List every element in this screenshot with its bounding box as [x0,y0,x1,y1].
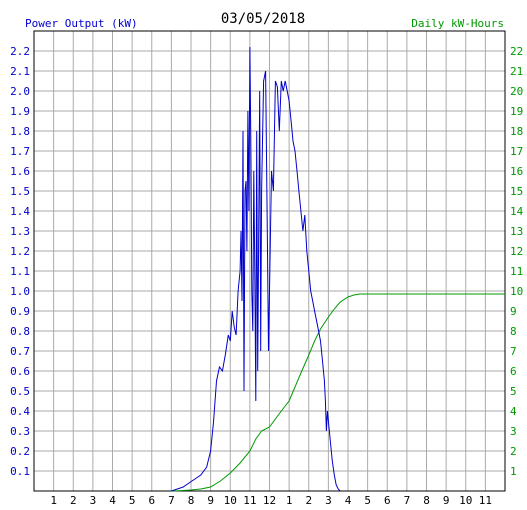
left-tick-label: 1.9 [10,105,30,118]
x-tick-label: 8 [188,494,195,507]
left-tick-label: 1.5 [10,185,30,198]
x-tick-label: 11 [243,494,256,507]
x-tick-label: 4 [109,494,116,507]
right-tick-label: 7 [510,345,517,358]
right-tick-label: 22 [510,45,523,58]
x-tick-label: 4 [345,494,352,507]
left-tick-label: 0.1 [10,465,30,478]
power-series [171,46,341,492]
x-axis-ticks: 1 2 3 4 5 6 7 8 9 10 11 12 1 2 3 4 5 6 7 8 9 10 11 [50,494,492,507]
x-tick-label: 7 [168,494,175,507]
chart-title: 03/05/2018 [221,11,305,27]
left-tick-label: 1.8 [10,125,30,138]
x-tick-label: 10 [224,494,237,507]
left-axis-label: Power Output (kW) [25,17,138,30]
x-tick-label: 8 [423,494,430,507]
left-tick-label: 1.1 [10,265,30,278]
left-tick-label: 2.2 [10,45,30,58]
right-tick-label: 12 [510,245,523,258]
left-tick-label: 0.5 [10,385,30,398]
left-tick-label: 0.7 [10,345,30,358]
right-tick-label: 21 [510,65,523,78]
right-tick-label: 13 [510,225,523,238]
x-tick-label: 1 [50,494,57,507]
right-tick-label: 2 [510,445,517,458]
energy-series [171,293,505,492]
x-tick-label: 11 [479,494,492,507]
x-tick-label: 2 [305,494,312,507]
power-line [171,46,341,492]
x-tick-label: 7 [404,494,411,507]
left-tick-label: 2.1 [10,65,30,78]
left-tick-label: 1.3 [10,225,30,238]
left-tick-label: 2.0 [10,85,30,98]
left-tick-label: 0.6 [10,365,30,378]
right-tick-label: 6 [510,365,517,378]
right-tick-label: 9 [510,305,517,318]
x-tick-label: 3 [90,494,97,507]
right-tick-label: 8 [510,325,517,338]
plot-frame [33,30,506,492]
right-tick-label: 4 [510,405,517,418]
right-axis-label: Daily kW-Hours [411,17,504,30]
left-tick-label: 1.2 [10,245,30,258]
right-tick-label: 5 [510,385,517,398]
x-tick-label: 2 [70,494,77,507]
x-tick-label: 10 [459,494,472,507]
x-tick-label: 12 [263,494,276,507]
right-tick-label: 14 [510,205,524,218]
right-tick-label: 1 [510,465,517,478]
left-tick-label: 0.4 [10,405,30,418]
right-tick-label: 16 [510,165,523,178]
left-tick-label: 0.3 [10,425,30,438]
x-tick-label: 6 [384,494,391,507]
left-tick-label: 0.8 [10,325,30,338]
x-tick-label: 3 [325,494,332,507]
x-tick-label: 6 [148,494,155,507]
right-tick-label: 20 [510,85,523,98]
left-tick-label: 1.4 [10,205,30,218]
left-tick-label: 0.9 [10,305,30,318]
right-tick-label: 17 [510,145,523,158]
x-tick-label: 5 [364,494,371,507]
left-tick-label: 1.7 [10,145,30,158]
right-tick-label: 19 [510,105,523,118]
x-tick-label: 9 [207,494,214,507]
left-tick-label: 1.0 [10,285,30,298]
right-tick-label: 10 [510,285,523,298]
right-tick-label: 15 [510,185,523,198]
right-tick-label: 3 [510,425,517,438]
left-tick-label: 0.2 [10,445,30,458]
x-tick-label: 9 [443,494,450,507]
left-axis-ticks: 0.1 0.2 0.3 0.4 0.5 0.6 0.7 0.8 0.9 1.0 1.1 1.2 1.3 1… [10,45,30,478]
left-tick-label: 1.6 [10,165,30,178]
right-tick-label: 18 [510,125,523,138]
energy-line [171,293,505,492]
right-tick-label: 11 [510,265,523,278]
x-tick-label: 1 [286,494,293,507]
x-tick-label: 5 [129,494,136,507]
grid [34,31,505,491]
